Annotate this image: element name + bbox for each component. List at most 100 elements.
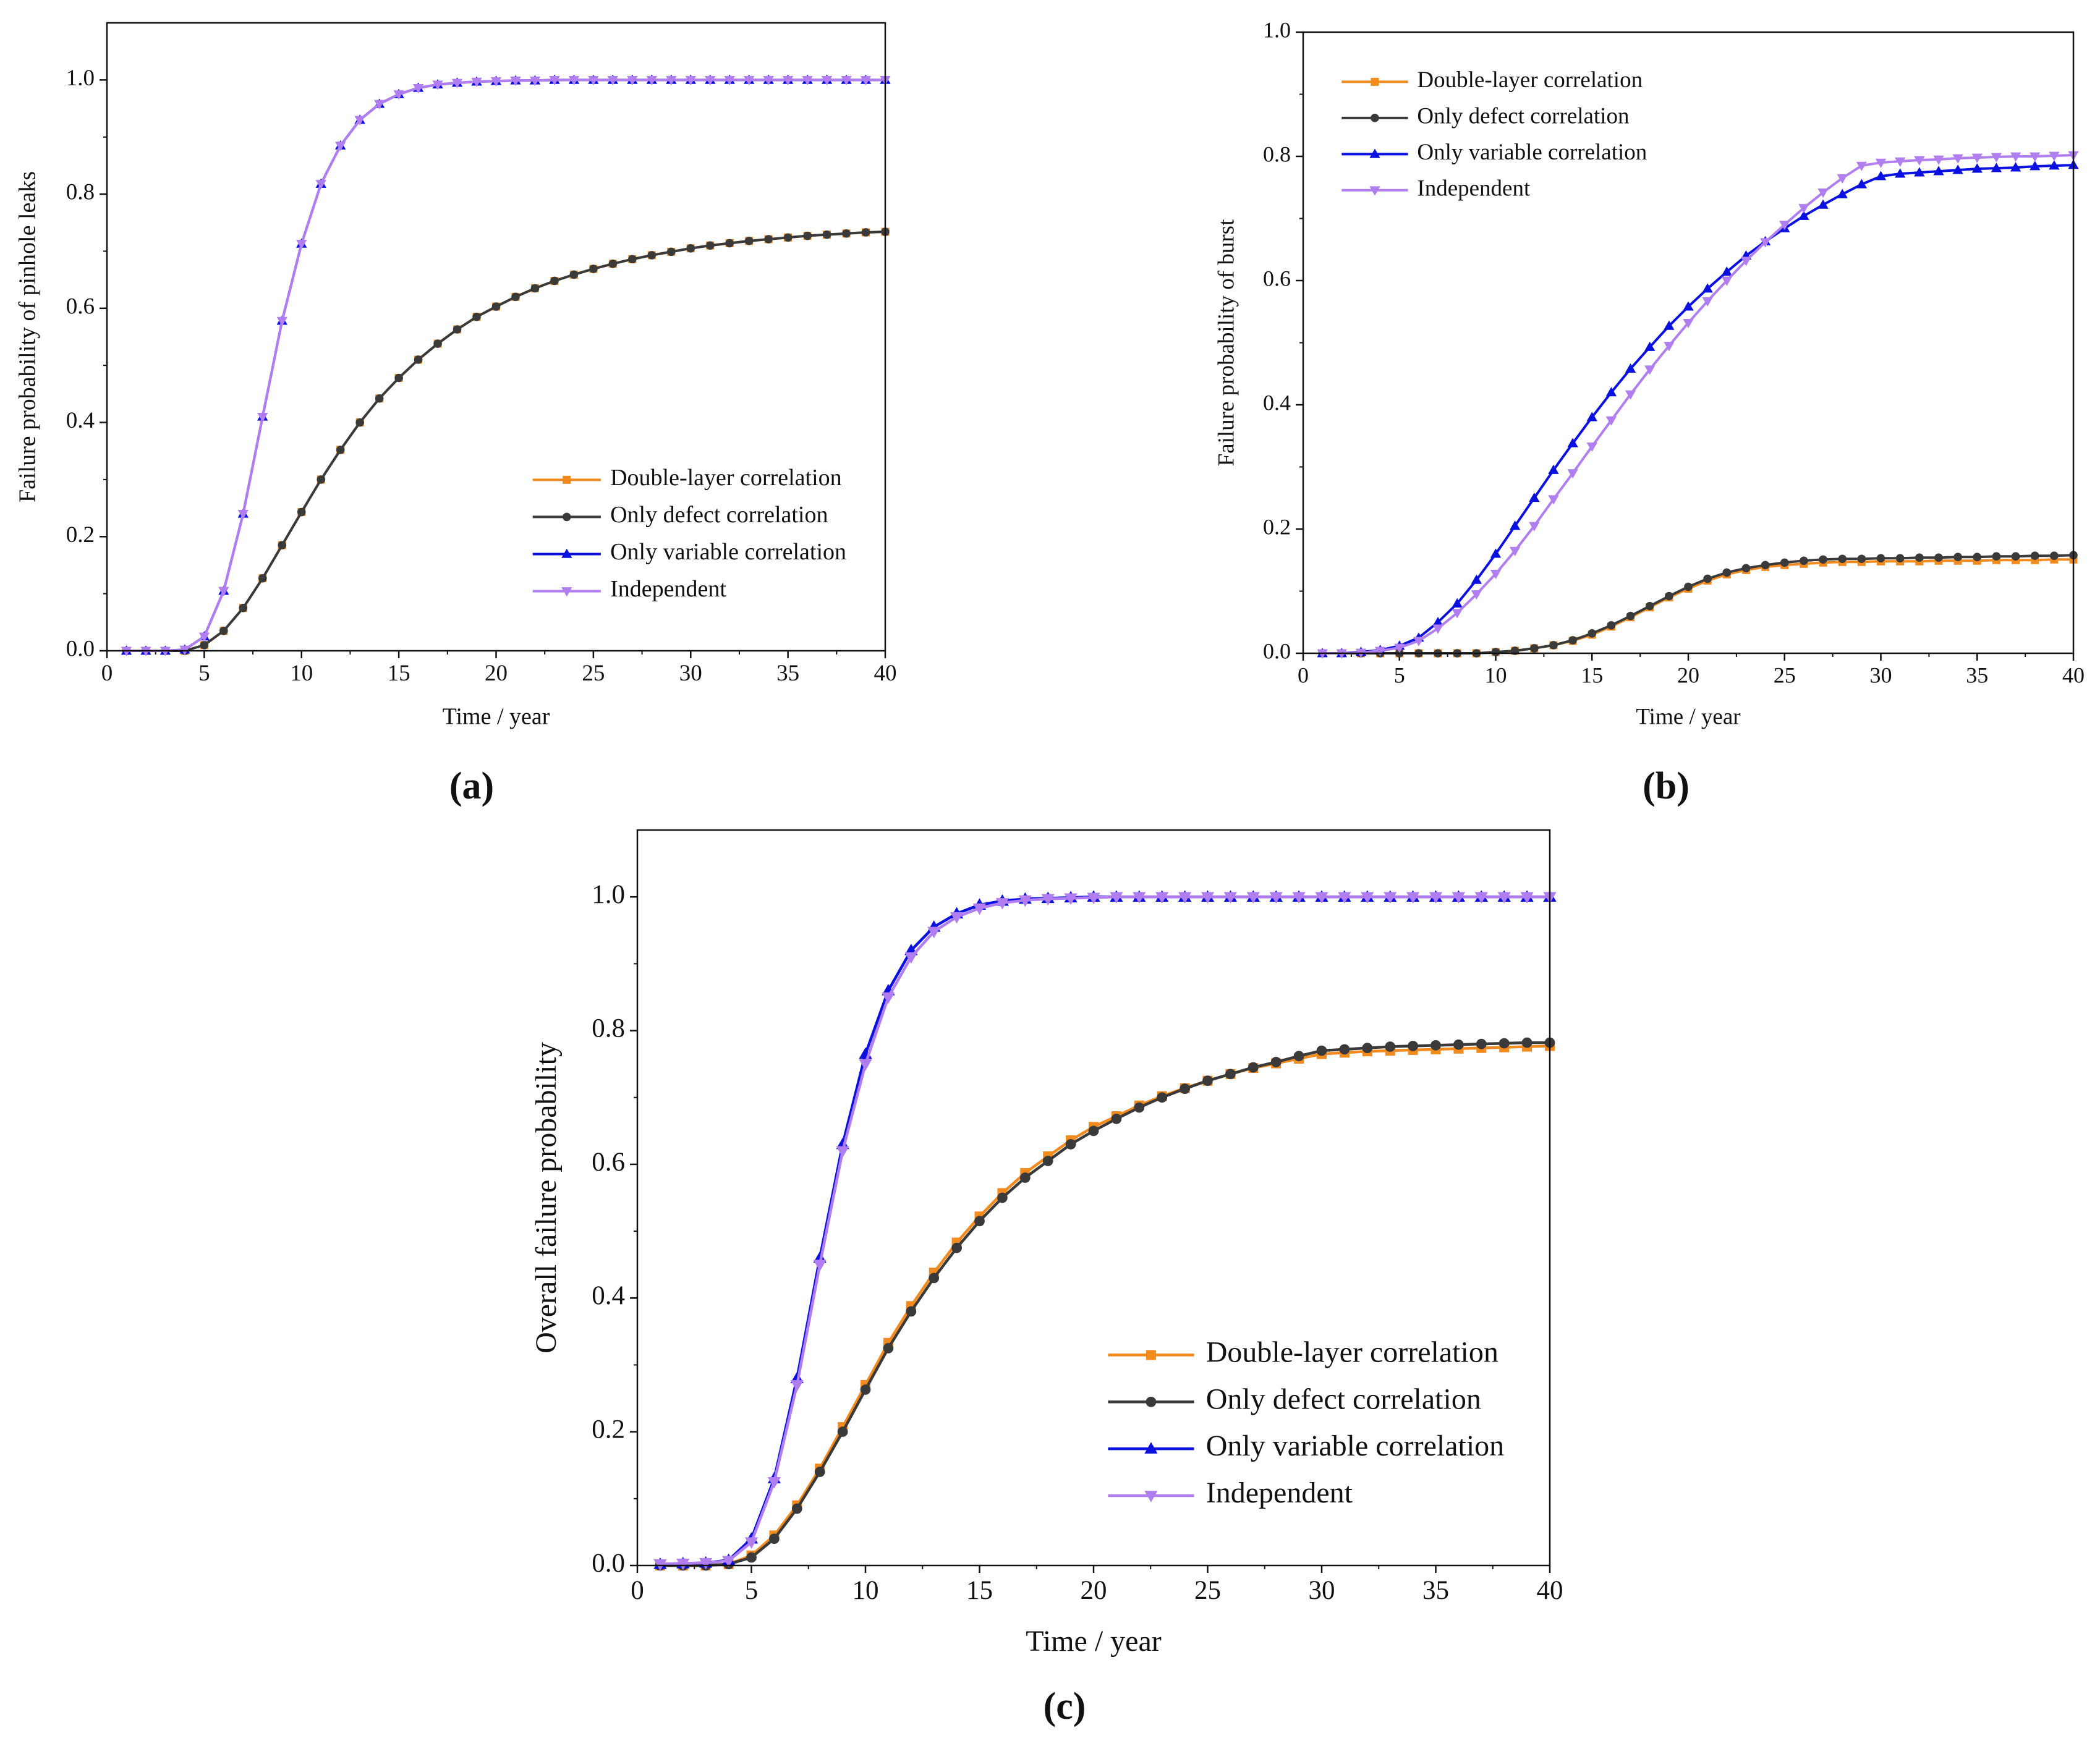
data-point: [453, 325, 462, 334]
data-point: [1644, 341, 1656, 351]
legend-label: Only variable correlation: [1206, 1430, 1504, 1462]
data-point: [822, 230, 831, 239]
x-tick-label: 10: [290, 661, 313, 686]
data-point: [588, 76, 599, 86]
x-tick-label: 0: [631, 1576, 644, 1605]
legend-marker: [561, 587, 572, 597]
data-point: [412, 83, 424, 94]
data-point: [1497, 892, 1511, 904]
data-point: [906, 1306, 917, 1317]
data-point: [2011, 552, 2020, 561]
data-point: [1490, 548, 1502, 558]
y-tick-label: 0.2: [592, 1415, 625, 1444]
data-point: [904, 952, 918, 964]
y-tick-label: 0.8: [1263, 142, 1291, 166]
data-point: [1406, 892, 1420, 904]
data-point: [1471, 574, 1482, 584]
data-point: [257, 412, 268, 423]
data-point: [2010, 162, 2021, 172]
data-point: [1952, 154, 1963, 164]
panel-label: (c): [1044, 1685, 1086, 1727]
data-point: [2030, 161, 2041, 171]
data-point: [1721, 276, 1732, 286]
data-point: [200, 640, 209, 650]
data-point: [763, 76, 774, 86]
data-point: [237, 509, 249, 520]
data-point: [1549, 641, 1558, 650]
data-point: [219, 626, 228, 635]
data-point: [1432, 624, 1443, 634]
data-point: [1914, 156, 1925, 166]
data-point: [746, 1552, 757, 1563]
data-point: [1509, 546, 1521, 556]
data-point: [861, 228, 870, 237]
data-point: [1991, 153, 2002, 163]
data-point: [608, 259, 618, 268]
legend-label: Only variable correlation: [1417, 140, 1647, 165]
data-point: [529, 76, 541, 87]
y-tick-label: 0.2: [1263, 514, 1291, 539]
data-point: [354, 116, 365, 125]
data-point: [1384, 892, 1397, 904]
data-point: [769, 1533, 780, 1544]
data-point: [1875, 171, 1887, 180]
y-tick-label: 0.4: [1263, 390, 1291, 415]
y-tick-label: 1.0: [66, 66, 95, 91]
data-point: [1041, 894, 1055, 906]
data-point: [1991, 163, 2002, 172]
data-point: [721, 1556, 736, 1568]
data-point: [744, 237, 754, 245]
data-point: [2049, 160, 2060, 170]
data-point: [699, 1557, 713, 1570]
legend-label: Double-layer correlation: [1206, 1336, 1498, 1368]
y-tick-label: 0.0: [1263, 638, 1291, 663]
data-point: [1548, 464, 1559, 474]
data-point: [1476, 1038, 1487, 1049]
legend-marker: [1146, 1350, 1156, 1360]
data-point: [1934, 553, 1943, 562]
data-point: [1452, 892, 1466, 904]
series-line: [660, 1044, 1550, 1567]
data-point: [1018, 895, 1032, 907]
data-point: [375, 394, 384, 403]
data-point: [1087, 892, 1100, 905]
x-tick-label: 5: [1394, 663, 1405, 687]
data-point: [1625, 363, 1636, 373]
data-point: [676, 1558, 690, 1570]
data-point: [628, 255, 637, 264]
y-tick-label: 0.4: [592, 1281, 625, 1310]
data-point: [1625, 390, 1636, 400]
data-point: [549, 76, 560, 86]
data-point: [813, 1260, 827, 1271]
legend: Double-layer correlation Only defect corr…: [532, 465, 846, 602]
legend-label: Double-layer correlation: [610, 465, 842, 491]
data-point: [373, 100, 385, 109]
y-tick-label: 0.0: [592, 1549, 625, 1578]
data-point: [974, 1216, 985, 1227]
legend-marker: [1144, 1442, 1158, 1454]
data-point: [767, 1476, 781, 1489]
y-tick-label: 1.0: [592, 880, 625, 909]
y-tick-label: 0.8: [592, 1014, 625, 1043]
data-point: [859, 1059, 872, 1071]
data-point: [414, 355, 423, 364]
data-point: [836, 1146, 849, 1158]
data-point: [883, 1343, 894, 1354]
legend-marker: [1371, 114, 1379, 122]
data-point: [627, 76, 638, 86]
data-point: [782, 76, 794, 86]
data-point: [1529, 522, 1540, 532]
data-point: [1339, 1044, 1350, 1055]
data-point: [1491, 648, 1500, 656]
data-point: [607, 76, 619, 86]
data-point: [1269, 892, 1283, 904]
series-line: [1322, 164, 2074, 655]
data-point: [724, 76, 735, 86]
data-point: [1914, 167, 1925, 177]
data-point: [802, 76, 813, 86]
data-point: [550, 276, 559, 286]
data-point: [1315, 892, 1328, 904]
series-line: [126, 231, 886, 652]
data-point: [1703, 574, 1712, 583]
